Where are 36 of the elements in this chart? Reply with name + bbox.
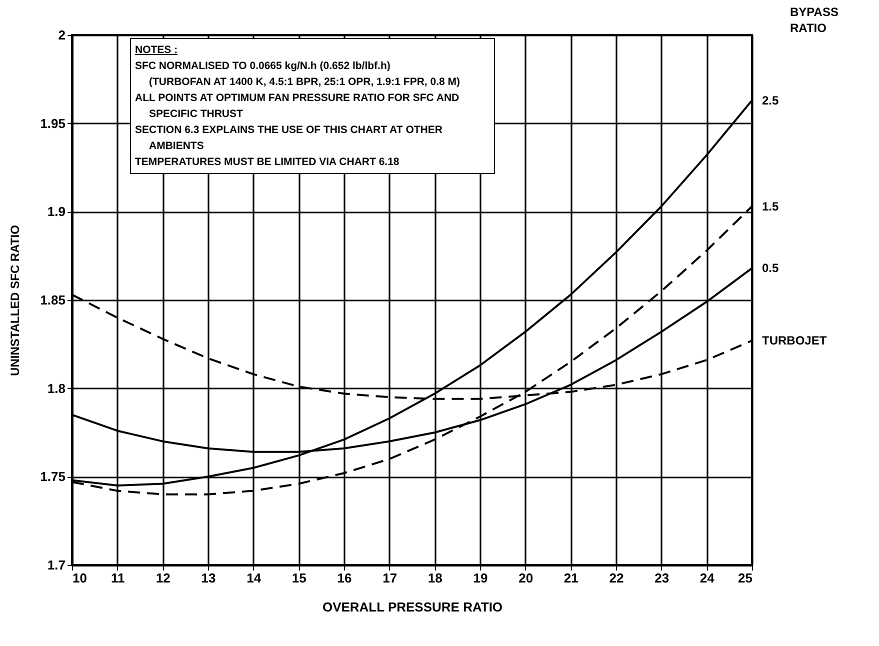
series-label: 2.5 bbox=[762, 93, 780, 108]
y-tick-label: 1.95 bbox=[40, 116, 66, 131]
y-tick-label: 1.75 bbox=[40, 469, 66, 484]
annotation: (TURBOFAN AT 1400 K, 4.5:1 BPR, 25:1 OPR, 1.9:1 FPR, 0.8 M) bbox=[148, 75, 461, 90]
x-tick-label: 12 bbox=[156, 570, 170, 586]
y-tick-label: 1.85 bbox=[40, 292, 66, 308]
x-tick-label: 22 bbox=[609, 570, 624, 586]
x-tick-label: 21 bbox=[564, 570, 578, 586]
annotation: SECTION 6.3 EXPLAINS THE USE OF THIS CHART AT OTHER AMBIENTS bbox=[135, 123, 444, 154]
x-tick-label: 19 bbox=[473, 570, 488, 586]
series-label: 0.5 bbox=[762, 261, 780, 276]
x-tick-label: 16 bbox=[337, 570, 352, 586]
series-label: 1.5 bbox=[762, 199, 780, 214]
series-label: TURBOJET bbox=[762, 334, 828, 348]
x-tick-label: 23 bbox=[654, 570, 670, 586]
x-axis-title: OVERALL PRESSURE RATIO bbox=[322, 600, 503, 614]
x-tick-label: 17 bbox=[382, 570, 398, 586]
annotation: TEMPERATURES MUST BE LIMITED VIA CHART 6.18 bbox=[135, 155, 400, 170]
y-tick-label: 1.7 bbox=[47, 558, 66, 572]
y-tick-label: 2 bbox=[58, 28, 66, 42]
x-tick-label: 20 bbox=[518, 570, 534, 586]
x-tick-label: 11 bbox=[110, 570, 125, 586]
annotation: SFC NORMALISED TO 0.0665 kg/N.h (0.652 lb/lbf.h) bbox=[135, 59, 392, 74]
x-tick-label: 15 bbox=[292, 570, 306, 586]
x-tick-label: 18 bbox=[428, 570, 442, 586]
x-tick-label: 25 bbox=[738, 570, 752, 586]
annotation: NOTES : bbox=[135, 43, 179, 58]
x-tick-label: 24 bbox=[700, 570, 716, 586]
annotation: ALL POINTS AT OPTIMUM FAN PRESSURE RATIO FOR SFC AND SPECIFIC THRUST bbox=[135, 91, 460, 122]
y-axis-title: UNINSTALLED SFC RATIO bbox=[8, 225, 22, 376]
y-tick-label: 1.8 bbox=[47, 380, 66, 396]
y-tick-label: 1.9 bbox=[47, 204, 66, 220]
x-tick-label: 14 bbox=[246, 570, 262, 586]
x-tick-label: 13 bbox=[201, 570, 216, 586]
x-tick-label: 10 bbox=[72, 570, 87, 586]
legend-title: BYPASS RATIO bbox=[790, 4, 840, 36]
